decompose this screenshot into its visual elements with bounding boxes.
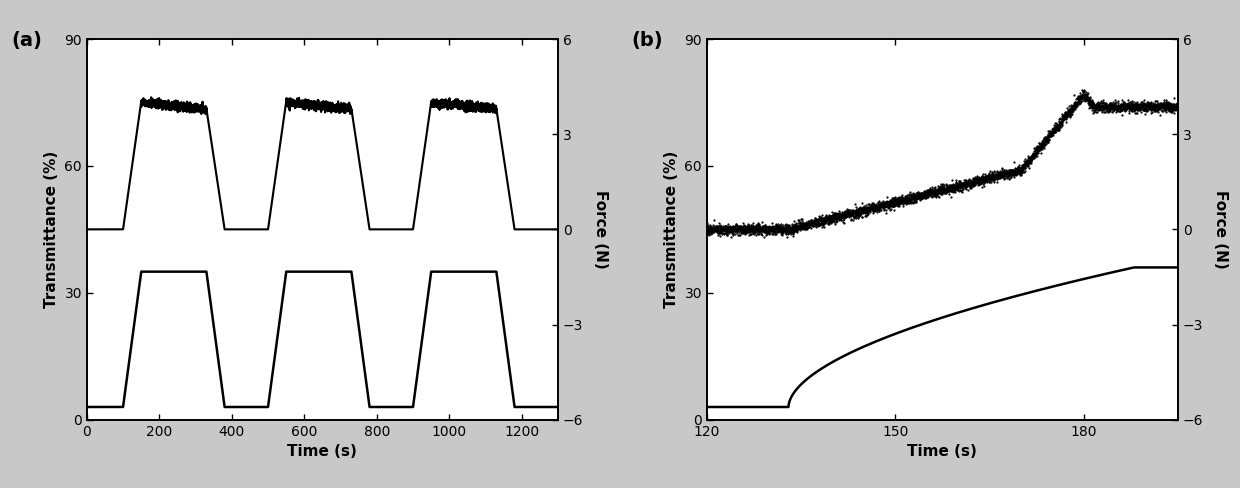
Y-axis label: Force (N): Force (N) bbox=[1214, 190, 1229, 269]
X-axis label: Time (s): Time (s) bbox=[908, 444, 977, 459]
Y-axis label: Force (N): Force (N) bbox=[594, 190, 609, 269]
Y-axis label: Transmittance (%): Transmittance (%) bbox=[43, 151, 58, 308]
Text: (a): (a) bbox=[11, 31, 42, 50]
X-axis label: Time (s): Time (s) bbox=[288, 444, 357, 459]
Y-axis label: Transmittance (%): Transmittance (%) bbox=[663, 151, 678, 308]
Text: (b): (b) bbox=[631, 31, 663, 50]
